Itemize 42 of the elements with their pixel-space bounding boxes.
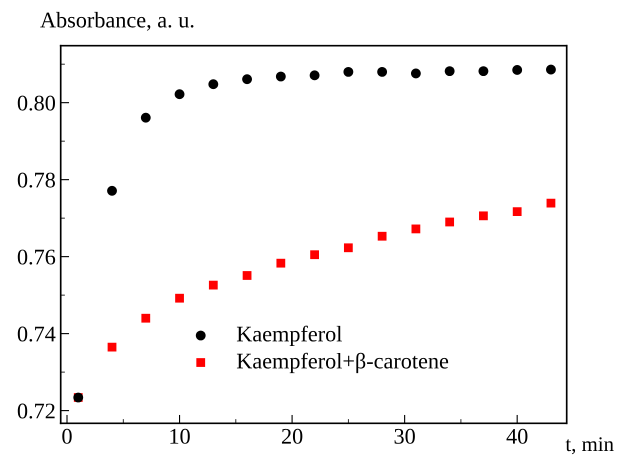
point [512,207,522,216]
x-axis-title: t, min [566,437,614,454]
point [276,72,286,82]
point [377,66,388,77]
x-tick-label: 40 [506,428,528,444]
point [310,250,319,260]
legend-label: Kaempferol [236,326,342,346]
point [378,232,387,241]
y-axis-title: Absorbance, a. u. [40,12,194,31]
y-tick-label: 0.72 [18,404,55,419]
point [108,342,116,352]
point [546,64,556,74]
point [208,280,218,290]
x-tick-label: 20 [282,428,302,444]
x-tick-label: 0 [62,428,72,444]
point [344,243,353,252]
point [546,198,556,208]
x-tick-label: 30 [394,428,415,444]
y-tick-label: 0.78 [18,172,55,188]
point [343,66,354,77]
point [310,70,320,80]
point [208,79,218,90]
point [242,271,252,280]
point [444,66,455,76]
point [410,68,421,78]
point [512,65,522,75]
point [445,218,454,226]
point [412,224,420,234]
legend-label: Kaempferol+β-carotene [236,352,448,374]
point [175,294,184,303]
point [479,211,488,220]
point [107,186,117,196]
point [242,74,252,84]
point [276,258,286,268]
point [478,66,488,76]
y-tick-label: 0.80 [18,96,55,111]
point [140,112,151,123]
point [141,314,150,323]
point [174,89,184,100]
y-tick-label: 0.76 [18,250,56,265]
y-tick-label: 0.74 [18,326,56,342]
x-tick-label: 10 [170,428,190,444]
